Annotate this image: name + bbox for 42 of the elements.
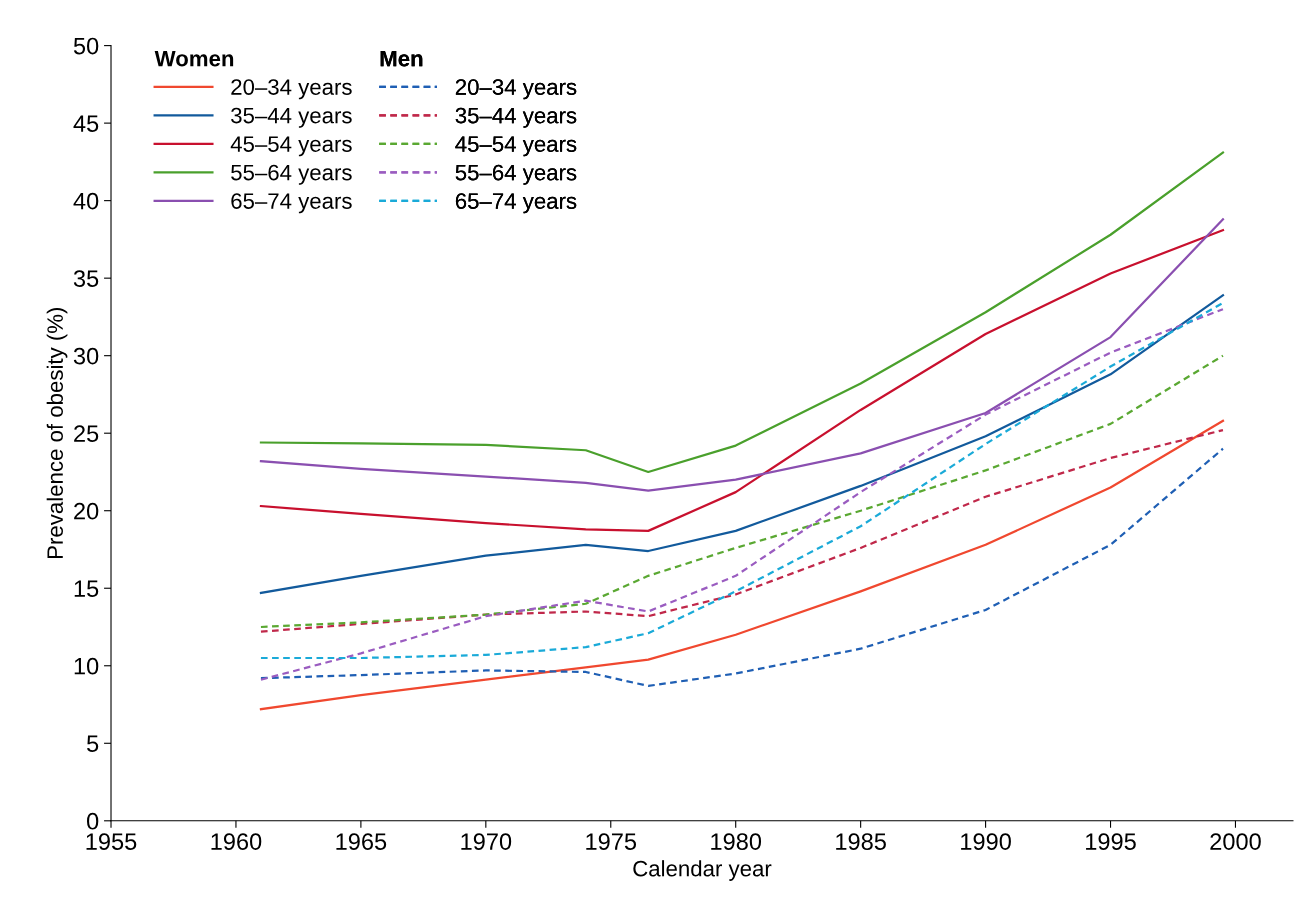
- y-tick-label: 50: [73, 37, 99, 55]
- y-tick-label: 30: [73, 347, 99, 365]
- y-tick-label: 25: [74, 425, 99, 442]
- x-tick-label: 1980: [711, 833, 762, 850]
- y-tick-label: 10: [74, 657, 99, 675]
- legend-label: 45–54 years: [230, 136, 352, 157]
- legend-label: 20–34 years: [231, 79, 352, 100]
- y-tick-label: 15: [74, 580, 99, 598]
- y-axis-title: Prevalence of obesity (%): [46, 307, 68, 558]
- x-tick-label: 1990: [961, 833, 1011, 850]
- legend-label: 35–44 years: [231, 107, 352, 128]
- line-series: [259, 294, 1225, 594]
- line-series: [259, 419, 1225, 711]
- line-series: [259, 218, 1225, 492]
- legend-label: 35–44 years: [455, 107, 577, 128]
- x-tick-label: 1985: [836, 833, 886, 850]
- legend-label: 55–64 years: [455, 164, 577, 185]
- x-tick-label: 1970: [461, 833, 512, 850]
- x-axis-title: Calendar year: [633, 860, 772, 881]
- annotation: Men: [380, 50, 423, 67]
- legend-label: 65–74 years: [455, 193, 577, 214]
- y-tick-label: 45: [73, 115, 99, 132]
- legend-label: 55–64 years: [231, 164, 352, 185]
- x-tick-label: 1995: [1086, 833, 1136, 850]
- x-tick-label: 1955: [86, 833, 137, 850]
- y-tick-label: 5: [87, 735, 99, 753]
- annotation: Women: [154, 50, 234, 67]
- legend-label: 20–34 years: [455, 79, 577, 100]
- line-series: [259, 354, 1225, 629]
- line-series: [259, 428, 1225, 633]
- x-tick-label: 1975: [586, 833, 637, 850]
- y-tick-label: 0: [87, 812, 99, 830]
- line-series: [259, 228, 1225, 532]
- legend-label: 65–74 years: [231, 193, 352, 214]
- y-tick-label: 20: [74, 502, 99, 520]
- line-series: [259, 447, 1225, 688]
- y-tick-label: 40: [73, 192, 99, 210]
- x-tick-label: 1965: [336, 833, 387, 850]
- y-tick-label: 35: [73, 270, 99, 287]
- x-tick-label: 1960: [211, 833, 262, 850]
- x-tick-label: 2000: [1210, 833, 1261, 850]
- legend-label: 45–54 years: [455, 136, 577, 157]
